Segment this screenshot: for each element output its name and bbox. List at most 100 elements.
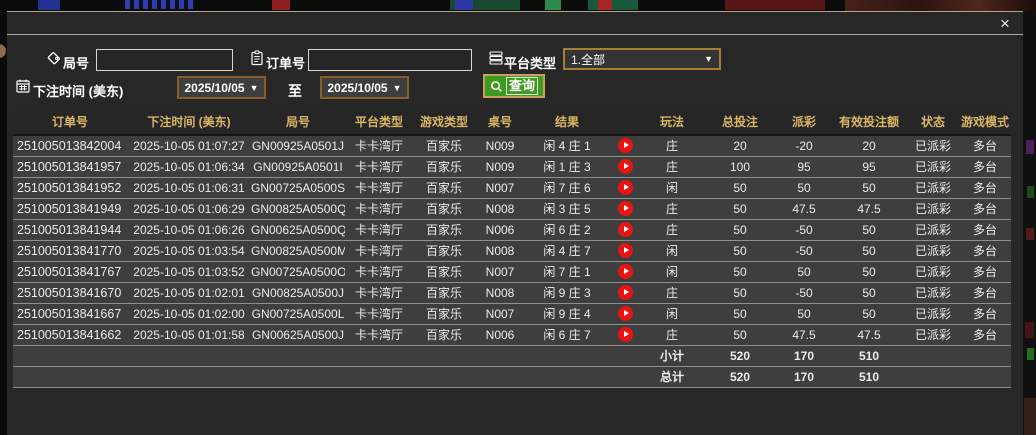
platform-cell: 卡卡湾厅	[345, 218, 413, 240]
column-header: 派彩	[777, 109, 831, 136]
game-mode-cell: 多台	[959, 302, 1011, 324]
valid-bet-cell: 50	[831, 260, 907, 282]
play-video-button[interactable]	[617, 138, 633, 154]
play-video-button[interactable]	[617, 159, 633, 175]
background-fragment	[845, 0, 1036, 11]
game-type-cell: 百家乐	[413, 260, 475, 282]
play-cell	[609, 197, 641, 219]
background-fragment	[725, 0, 825, 10]
play-icon	[623, 226, 629, 233]
empty-cell	[907, 344, 959, 366]
total-bet-cell: 50	[703, 239, 777, 261]
total-bet-cell: 50	[703, 197, 777, 219]
game-mode-cell: 多台	[959, 323, 1011, 345]
table-number-cell: N006	[475, 323, 525, 345]
valid-bet-cell: 20	[862, 138, 876, 153]
valid-bet-cell: 47.5	[831, 323, 907, 345]
total-bet-cell: 50	[703, 302, 777, 324]
empty-cell	[413, 365, 475, 388]
column-header: 结果	[525, 109, 609, 136]
status-cell: 已派彩	[907, 323, 959, 345]
empty-cell	[127, 344, 251, 366]
close-icon[interactable]: ×	[1000, 14, 1010, 33]
valid-bet-cell: 50	[831, 176, 907, 198]
valid-bet-cell: 95	[831, 155, 907, 177]
total-bet-cell: 50	[703, 260, 777, 282]
date-to-picker[interactable]: 2025/10/05 ▼	[320, 76, 409, 99]
platform-cell: 卡卡湾厅	[345, 323, 413, 345]
total-bet-cell: 50	[703, 281, 777, 303]
bet-time-cell: 2025-10-05 01:07:27	[133, 138, 245, 153]
empty-cell	[251, 365, 345, 388]
server-stack-icon	[488, 50, 504, 66]
order-number-cell: 251005013841952	[13, 176, 127, 198]
result-cell: 闲 6 庄 2	[525, 218, 609, 240]
valid-bet-cell: 47.5	[831, 197, 907, 219]
play-cell	[609, 218, 641, 240]
result-cell: 闲 1 庄 3	[525, 155, 609, 177]
background-fragment	[455, 0, 473, 10]
order-number-cell: 251005013841767	[13, 260, 127, 282]
subtotal-row-total-bet: 520	[703, 344, 777, 366]
valid-bet-cell: 50	[831, 239, 907, 261]
valid-bet-cell: 50	[831, 302, 907, 324]
status-cell: 已派彩	[907, 260, 959, 282]
bet-type-cell: 闲	[641, 239, 703, 261]
subtotal-row: 小计 520 170 510	[13, 344, 1011, 366]
order-number-cell: 251005013841770	[13, 239, 127, 261]
play-video-button[interactable]	[617, 201, 633, 217]
background-fragment	[450, 0, 520, 10]
game-mode-cell: 多台	[959, 260, 1011, 282]
empty-cell	[959, 365, 1011, 388]
platform-type-select[interactable]: 1.全部 ▼	[563, 48, 721, 70]
play-video-button[interactable]	[617, 264, 633, 280]
table-number-cell: N009	[475, 155, 525, 177]
column-header: 有效投注额	[831, 109, 907, 136]
table-row: 251005013841770 2025-10-05 01:03:54 GN0082…	[13, 239, 1011, 261]
play-video-button[interactable]	[617, 243, 633, 259]
order-number-input[interactable]	[308, 49, 472, 71]
date-from-value: 2025/10/05	[184, 80, 245, 95]
background-fragment	[1025, 322, 1034, 338]
date-from-picker[interactable]: 2025/10/05 ▼	[177, 76, 266, 99]
grand-total-row-valid-bet: 510	[831, 365, 907, 388]
column-header: 游戏类型	[413, 109, 475, 136]
play-icon	[623, 205, 629, 212]
game-type-cell: 百家乐	[413, 197, 475, 219]
table-row: 251005013842004 2025-10-05 01:07:27 GN0092…	[13, 135, 1011, 156]
column-header: 总投注	[703, 109, 777, 136]
play-video-button[interactable]	[617, 285, 633, 301]
play-cell	[609, 239, 641, 261]
status-cell: 已派彩	[907, 197, 959, 219]
payout-cell: 50	[777, 260, 831, 282]
column-header: 订单号	[13, 109, 127, 136]
play-video-button[interactable]	[617, 327, 633, 343]
play-cell	[609, 260, 641, 282]
round-number-cell: GN00825A0500J	[251, 281, 345, 303]
bet-records-table: 订单号 下注时间 (美东) 局号 平台类型 游戏类型 桌号 结果 玩法 总投注 派彩 有效投注额 状态…	[13, 109, 1011, 388]
query-button[interactable]: 查询	[483, 74, 546, 98]
play-video-button[interactable]	[617, 222, 633, 238]
table-row: 251005013841952 2025-10-05 01:06:31 GN0072…	[13, 176, 1011, 198]
background-fragment	[1026, 140, 1034, 154]
table-number-cell: N008	[475, 281, 525, 303]
background-fragment	[598, 0, 612, 10]
game-type-cell: 百家乐	[413, 239, 475, 261]
order-number-cell: 251005013841670	[13, 281, 127, 303]
result-cell: 闲 7 庄 6	[525, 176, 609, 198]
empty-cell	[525, 344, 609, 366]
table-row: 251005013841662 2025-10-05 01:01:58 GN0062…	[13, 323, 1011, 345]
round-number-input[interactable]	[96, 49, 233, 71]
subtotal-row-valid-bet: 510	[831, 344, 907, 366]
play-video-button[interactable]	[617, 306, 633, 322]
game-type-cell: 百家乐	[413, 155, 475, 177]
bet-type-cell: 闲	[641, 176, 703, 198]
bet-type-cell: 闲	[641, 260, 703, 282]
bet-records-dialog: × 局号 订单号 平台类型 1.全部 ▼ 下注时间 (美东) 2025/10/0…	[7, 11, 1023, 435]
platform-cell: 卡卡湾厅	[345, 155, 413, 177]
result-cell: 闲 4 庄 7	[525, 239, 609, 261]
platform-cell: 卡卡湾厅	[345, 176, 413, 198]
titlebar-divider	[7, 34, 1023, 35]
order-number-label: 订单号	[266, 56, 306, 71]
play-video-button[interactable]	[617, 180, 633, 196]
